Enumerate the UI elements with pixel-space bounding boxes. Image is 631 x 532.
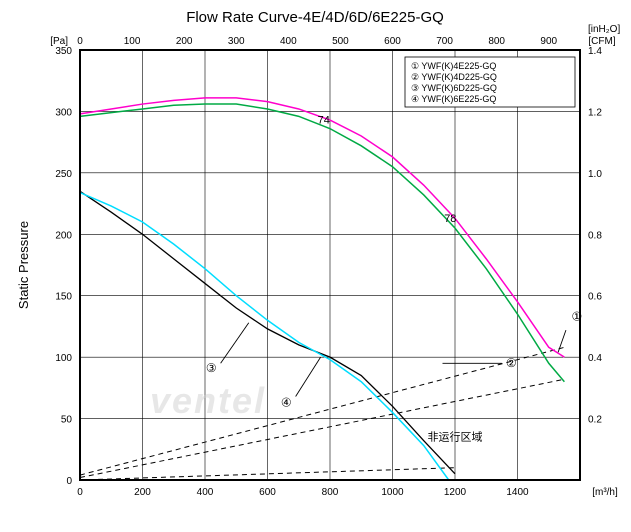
svg-text:350: 350 [55,46,72,57]
svg-text:0.8: 0.8 [588,230,602,241]
svg-text:200: 200 [176,36,193,47]
svg-text:600: 600 [259,487,276,498]
svg-text:400: 400 [280,36,297,47]
svg-text:④: ④ [281,395,292,409]
svg-text:0.4: 0.4 [588,353,602,364]
svg-text:非运行区域: 非运行区域 [428,431,483,444]
svg-text:Static Pressure: Static Pressure [16,221,31,309]
chart-container: ventel Flow Rate Curve-4E/4D/6D/6E225-GQ… [0,0,631,532]
svg-text:③ YWF(K)6D225-GQ: ③ YWF(K)6D225-GQ [411,83,497,93]
svg-text:① YWF(K)4E225-GQ: ① YWF(K)4E225-GQ [411,61,496,71]
svg-text:150: 150 [55,292,72,303]
svg-text:100: 100 [124,36,141,47]
svg-text:78: 78 [444,213,456,225]
svg-text:900: 900 [540,36,557,47]
svg-text:0: 0 [66,476,72,487]
svg-text:300: 300 [55,107,72,118]
svg-text:[m³/h]: [m³/h] [592,487,618,498]
svg-text:300: 300 [228,36,245,47]
svg-text:0.6: 0.6 [588,292,602,303]
svg-text:1.0: 1.0 [588,169,602,180]
svg-text:1000: 1000 [381,487,404,498]
svg-text:[inH₂O]: [inH₂O] [588,24,620,35]
svg-text:②: ② [506,356,517,370]
svg-text:800: 800 [322,487,339,498]
svg-text:[Pa]: [Pa] [50,36,68,47]
svg-text:Flow Rate Curve-4E/4D/6D/6E225: Flow Rate Curve-4E/4D/6D/6E225-GQ [186,9,444,26]
svg-text:200: 200 [134,487,151,498]
svg-text:100: 100 [55,353,72,364]
svg-text:1.2: 1.2 [588,107,602,118]
chart-svg: Flow Rate Curve-4E/4D/6D/6E225-GQ 0 200 400… [0,0,631,532]
svg-text:74: 74 [318,115,330,127]
svg-text:1400: 1400 [506,487,529,498]
svg-text:0: 0 [77,487,83,498]
svg-text:①: ① [571,309,582,323]
svg-text:④ YWF(K)6E225-GQ: ④ YWF(K)6E225-GQ [411,94,496,104]
svg-text:200: 200 [55,230,72,241]
svg-text:250: 250 [55,169,72,180]
svg-text:0: 0 [77,36,83,47]
svg-text:50: 50 [61,415,73,426]
svg-text:500: 500 [332,36,349,47]
svg-text:600: 600 [384,36,401,47]
svg-text:800: 800 [488,36,505,47]
svg-text:0.2: 0.2 [588,415,602,426]
svg-text:400: 400 [197,487,214,498]
svg-text:1200: 1200 [444,487,467,498]
svg-text:② YWF(K)4D225-GQ: ② YWF(K)4D225-GQ [411,72,497,82]
svg-text:1.4: 1.4 [588,46,602,57]
svg-text:③: ③ [206,361,217,375]
svg-text:700: 700 [436,36,453,47]
